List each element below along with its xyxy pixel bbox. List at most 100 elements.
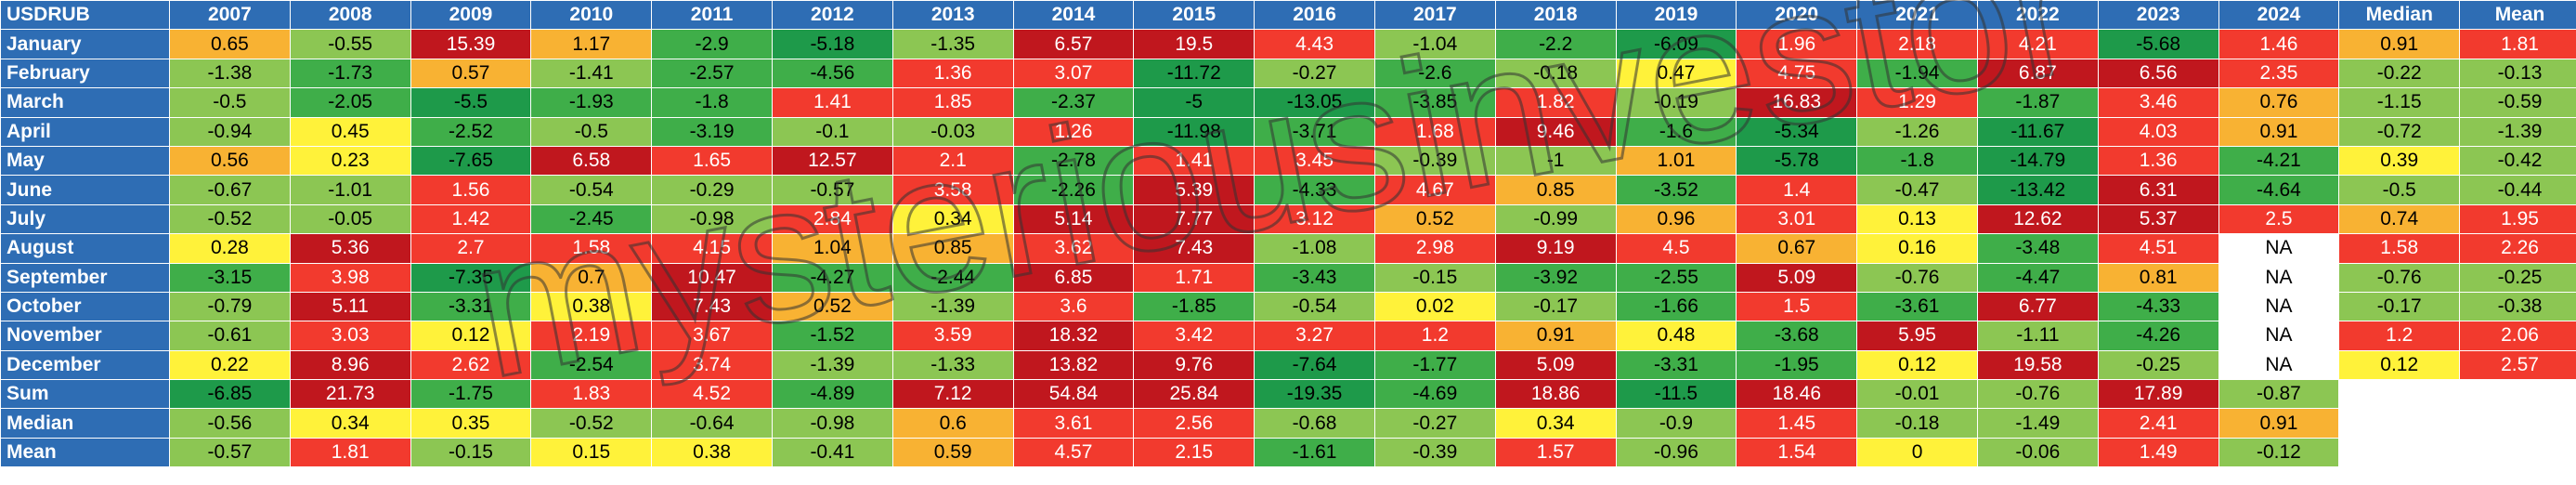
value-cell: -3.31 bbox=[410, 291, 532, 322]
value-cell: 0.81 bbox=[2097, 262, 2219, 293]
value-cell: -0.54 bbox=[530, 175, 653, 205]
value-cell: 3.61 bbox=[1012, 408, 1135, 439]
value-cell: -5.78 bbox=[1736, 145, 1858, 177]
value-cell: 0.52 bbox=[771, 291, 893, 322]
value-cell: -0.01 bbox=[1856, 379, 1978, 410]
value-cell: 0.15 bbox=[530, 437, 653, 468]
value-cell: -3.68 bbox=[1736, 321, 1858, 351]
summary-cell: -0.59 bbox=[2459, 87, 2576, 118]
value-cell: 0.47 bbox=[1615, 58, 1737, 89]
summary-header: Mean bbox=[2459, 0, 2576, 31]
value-cell: -0.76 bbox=[1856, 262, 1978, 293]
value-cell: -0.98 bbox=[771, 408, 893, 439]
table-row: Sum -6.85 21.73 -1.75 1.83 4.52 -4.89 7.12 54.84… bbox=[0, 379, 2576, 410]
value-cell: 13.82 bbox=[1012, 349, 1135, 381]
value-cell: -0.94 bbox=[169, 116, 291, 147]
value-cell: -1.38 bbox=[169, 58, 291, 89]
row-label: April bbox=[0, 116, 170, 147]
value-cell: -0.87 bbox=[2218, 379, 2340, 410]
value-cell: 2.19 bbox=[530, 321, 653, 351]
year-header: 2011 bbox=[651, 0, 773, 31]
value-cell: -7.65 bbox=[410, 145, 532, 177]
summary-cell: -0.38 bbox=[2459, 291, 2576, 322]
value-cell: 1.81 bbox=[289, 437, 411, 468]
value-cell: 54.84 bbox=[1012, 379, 1135, 410]
value-cell: 0.96 bbox=[1615, 203, 1737, 235]
summary-cell: 1.95 bbox=[2459, 203, 2576, 235]
value-cell: -0.06 bbox=[1976, 437, 2099, 468]
row-label: December bbox=[0, 349, 170, 381]
value-cell: -4.33 bbox=[1254, 175, 1375, 205]
value-cell: 0.13 bbox=[1856, 203, 1978, 235]
value-cell: 6.77 bbox=[1976, 291, 2099, 322]
value-cell: -2.2 bbox=[1494, 29, 1617, 59]
value-cell: 6.85 bbox=[1012, 262, 1135, 293]
row-label: Mean bbox=[0, 437, 170, 468]
value-cell: -0.68 bbox=[1254, 408, 1375, 439]
value-cell: 3.01 bbox=[1736, 203, 1858, 235]
value-cell: 3.12 bbox=[1254, 203, 1375, 235]
value-cell: 0.38 bbox=[530, 291, 653, 322]
value-cell: 4.03 bbox=[2097, 116, 2219, 147]
value-cell: 0.7 bbox=[530, 262, 653, 293]
value-cell: NA bbox=[2218, 349, 2340, 381]
value-cell: -1 bbox=[1494, 145, 1617, 177]
value-cell: -1.01 bbox=[289, 175, 411, 205]
table-row: November -0.61 3.03 0.12 2.19 3.67 -1.52 3.59 18… bbox=[0, 321, 2576, 351]
value-cell: 1.49 bbox=[2097, 437, 2219, 468]
value-cell: 1.82 bbox=[1494, 87, 1617, 118]
year-header: 2022 bbox=[1976, 0, 2099, 31]
table-row: June -0.67 -1.01 1.56 -0.54 -0.29 -0.57 3.58 -2.… bbox=[0, 175, 2576, 205]
value-cell: 0.16 bbox=[1856, 233, 1978, 264]
value-cell: 2.62 bbox=[410, 349, 532, 381]
value-cell: 0.85 bbox=[1494, 175, 1617, 205]
value-cell: -1.8 bbox=[651, 87, 773, 118]
value-cell: 4.75 bbox=[1736, 58, 1858, 89]
value-cell: 1.41 bbox=[1133, 145, 1255, 177]
row-label: March bbox=[0, 87, 170, 118]
table-row: July -0.52 -0.05 1.42 -2.45 -0.98 2.84 0.34 5.14… bbox=[0, 203, 2576, 235]
value-cell: -0.18 bbox=[1494, 58, 1617, 89]
year-header: 2023 bbox=[2097, 0, 2219, 31]
value-cell: -1.11 bbox=[1976, 321, 2099, 351]
value-cell: 2.15 bbox=[1133, 437, 1255, 468]
value-cell: -1.75 bbox=[410, 379, 532, 410]
value-cell: 4.5 bbox=[1615, 233, 1737, 264]
row-label: Median bbox=[0, 408, 170, 439]
value-cell: NA bbox=[2218, 321, 2340, 351]
value-cell: 2.56 bbox=[1133, 408, 1255, 439]
value-cell: -0.47 bbox=[1856, 175, 1978, 205]
value-cell: -0.41 bbox=[771, 437, 893, 468]
value-cell: -1.8 bbox=[1856, 145, 1978, 177]
value-cell: 5.11 bbox=[289, 291, 411, 322]
value-cell: 2.7 bbox=[410, 233, 532, 264]
value-cell: 7.43 bbox=[1133, 233, 1255, 264]
year-header: 2016 bbox=[1254, 0, 1375, 31]
value-cell: 1.4 bbox=[1736, 175, 1858, 205]
value-cell: 1.68 bbox=[1373, 116, 1496, 147]
value-cell: 0.52 bbox=[1373, 203, 1496, 235]
value-cell: -2.55 bbox=[1615, 262, 1737, 293]
value-cell: -0.79 bbox=[169, 291, 291, 322]
value-cell: -2.44 bbox=[891, 262, 1014, 293]
value-cell: 4.21 bbox=[1976, 29, 2099, 59]
value-cell: 18.46 bbox=[1736, 379, 1858, 410]
value-cell: -1.35 bbox=[891, 29, 1014, 59]
table-row: March -0.5 -2.05 -5.5 -1.93 -1.8 1.41 1.85 -2.37… bbox=[0, 87, 2576, 118]
value-cell: -2.57 bbox=[651, 58, 773, 89]
value-cell: -0.17 bbox=[1494, 291, 1617, 322]
value-cell: 19.58 bbox=[1976, 349, 2099, 381]
summary-cell: -0.17 bbox=[2338, 291, 2461, 322]
value-cell: -4.89 bbox=[771, 379, 893, 410]
value-cell: -0.03 bbox=[891, 116, 1014, 147]
value-cell: 1.41 bbox=[771, 87, 893, 118]
value-cell: -0.99 bbox=[1494, 203, 1617, 235]
summary-cell bbox=[2338, 437, 2461, 468]
year-header: 2007 bbox=[169, 0, 291, 31]
row-label: February bbox=[0, 58, 170, 89]
value-cell: -4.56 bbox=[771, 58, 893, 89]
value-cell: -4.69 bbox=[1373, 379, 1496, 410]
value-cell: -5.34 bbox=[1736, 116, 1858, 147]
year-header: 2015 bbox=[1133, 0, 1255, 31]
value-cell: 0.67 bbox=[1736, 233, 1858, 264]
